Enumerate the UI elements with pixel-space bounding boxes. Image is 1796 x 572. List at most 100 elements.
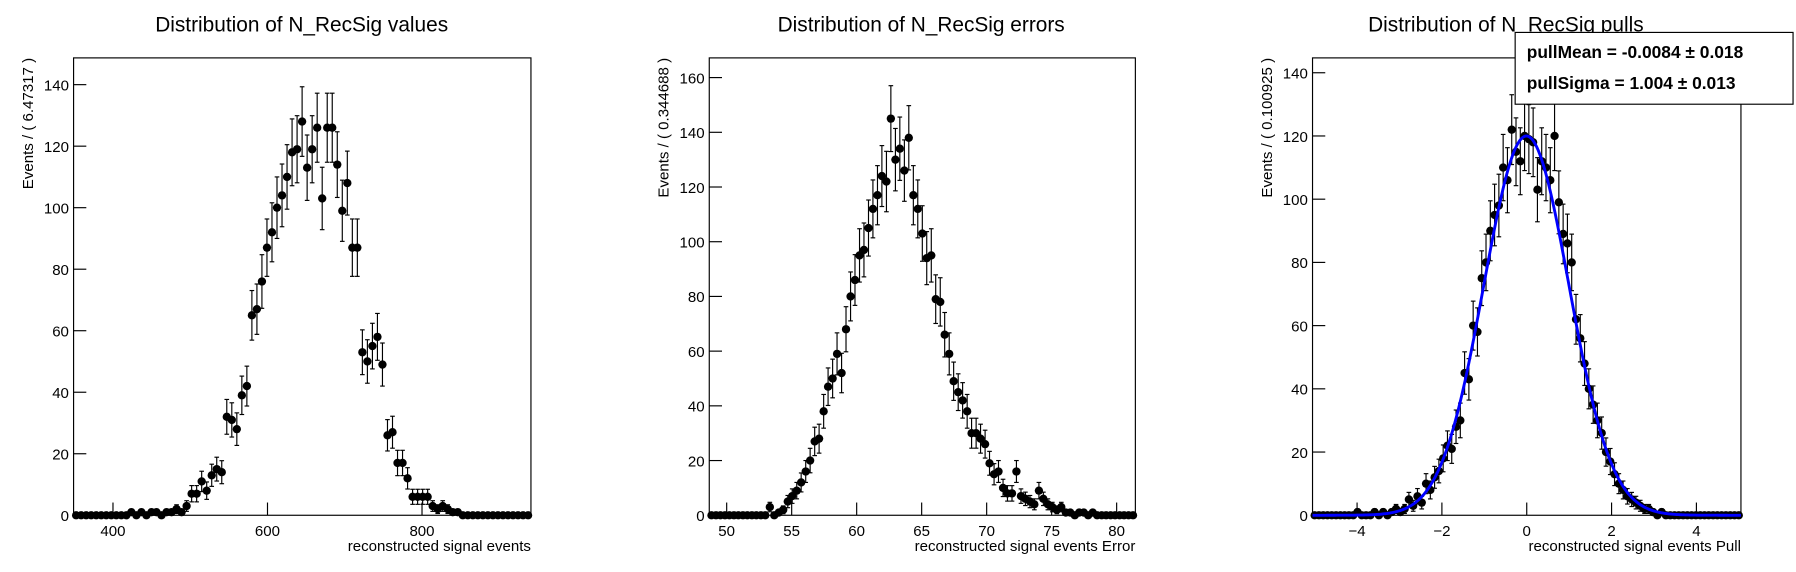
y-tick-label: 140 xyxy=(44,77,69,94)
data-point xyxy=(282,172,292,182)
data-point xyxy=(523,511,533,520)
x-axis-label: reconstructed signal events Pull xyxy=(1528,538,1740,555)
chart-title: Distribution of N_RecSig values xyxy=(155,13,448,36)
y-axis-label: Events / ( 0.100925 ) xyxy=(1259,58,1276,198)
data-point xyxy=(242,381,252,391)
data-point xyxy=(1447,444,1456,454)
data-point xyxy=(913,204,922,214)
fit-curve xyxy=(1312,134,1741,517)
data-point xyxy=(976,434,985,443)
chart-title: Distribution of N_RecSig errors xyxy=(778,13,1065,36)
data-point xyxy=(262,243,272,252)
data-point xyxy=(292,145,302,154)
data-point xyxy=(1007,489,1017,498)
data-point xyxy=(353,243,362,252)
data-point xyxy=(338,206,347,215)
plot-frame xyxy=(72,57,532,516)
data-point xyxy=(333,160,342,169)
data-point xyxy=(227,415,236,425)
data-point xyxy=(1563,239,1572,248)
data-point xyxy=(832,349,842,359)
data-point xyxy=(909,191,918,200)
data-point xyxy=(398,458,407,468)
plot-frame xyxy=(708,57,1136,516)
data-point xyxy=(1516,157,1525,166)
y-tick-label: 60 xyxy=(688,344,705,361)
data-point xyxy=(936,297,945,307)
data-point xyxy=(877,171,887,181)
data-point xyxy=(788,491,797,501)
data-point xyxy=(373,332,382,342)
data-point xyxy=(940,330,949,339)
data-point xyxy=(864,223,873,233)
data-point xyxy=(247,311,257,320)
x-tick-label: 600 xyxy=(255,523,280,540)
data-point xyxy=(814,434,824,443)
y-tick-label: 20 xyxy=(688,453,705,470)
x-tick-label: 400 xyxy=(100,523,125,540)
data-point xyxy=(313,123,322,132)
data-point xyxy=(358,348,367,357)
y-tick-label: 140 xyxy=(1283,66,1308,83)
x-tick-label: −4 xyxy=(1348,523,1365,540)
data-point xyxy=(779,505,788,514)
data-point xyxy=(985,459,994,468)
data-point xyxy=(192,489,201,498)
data-point xyxy=(207,471,216,480)
data-point xyxy=(363,357,372,366)
data-point xyxy=(368,341,377,351)
chart-title: Distribution of N_RecSig pulls xyxy=(1368,13,1644,36)
data-point xyxy=(343,178,352,188)
data-point xyxy=(423,492,432,501)
x-tick-label: 2 xyxy=(1607,523,1615,540)
x-tick-label: 50 xyxy=(718,523,735,540)
plot-frame xyxy=(1311,57,1742,516)
y-tick-label: 100 xyxy=(680,235,705,252)
data-point xyxy=(761,511,770,520)
data-point xyxy=(980,439,990,449)
data-point xyxy=(846,292,855,301)
y-tick-label: 60 xyxy=(1291,318,1308,335)
data-point xyxy=(237,391,247,400)
y-tick-label: 60 xyxy=(52,324,69,341)
y-axis-label: Events / ( 0.344688 ) xyxy=(656,58,673,198)
data-point xyxy=(1498,163,1508,172)
data-point xyxy=(949,377,958,386)
data-point xyxy=(1554,198,1564,207)
y-tick-label: 0 xyxy=(696,508,704,525)
data-point xyxy=(177,508,186,517)
data-point xyxy=(272,203,282,212)
x-tick-label: 65 xyxy=(913,523,930,540)
y-tick-label: 40 xyxy=(688,399,705,416)
data-point xyxy=(232,424,241,434)
data-point xyxy=(1567,258,1576,267)
data-point xyxy=(217,468,226,477)
x-tick-label: 80 xyxy=(1108,523,1125,540)
data-point xyxy=(1456,416,1465,425)
data-point xyxy=(1030,500,1039,509)
x-tick-label: 55 xyxy=(783,523,800,540)
data-point xyxy=(403,474,412,483)
y-tick-label: 80 xyxy=(52,262,69,279)
data-point xyxy=(873,191,882,200)
data-point xyxy=(1533,185,1542,194)
data-point xyxy=(257,277,267,286)
y-tick-label: 100 xyxy=(44,200,69,217)
data-point xyxy=(388,428,397,437)
data-point xyxy=(805,456,815,465)
y-tick-label: 120 xyxy=(1283,129,1308,146)
y-tick-label: 120 xyxy=(680,180,705,197)
x-tick-label: 75 xyxy=(1043,523,1060,540)
stats-entry: pullSigma = 1.004 ± 0.013 xyxy=(1527,73,1736,93)
data-point xyxy=(841,325,851,334)
stats-entry: pullMean = -0.0084 ± 0.018 xyxy=(1527,42,1744,62)
y-tick-label: 40 xyxy=(1291,382,1308,399)
data-point xyxy=(819,407,828,416)
data-point xyxy=(945,349,954,359)
y-tick-label: 0 xyxy=(61,508,69,525)
y-tick-label: 160 xyxy=(680,70,705,87)
data-point xyxy=(801,467,810,476)
data-point xyxy=(823,382,833,391)
y-axis-label: Events / ( 6.47317 ) xyxy=(20,58,37,189)
